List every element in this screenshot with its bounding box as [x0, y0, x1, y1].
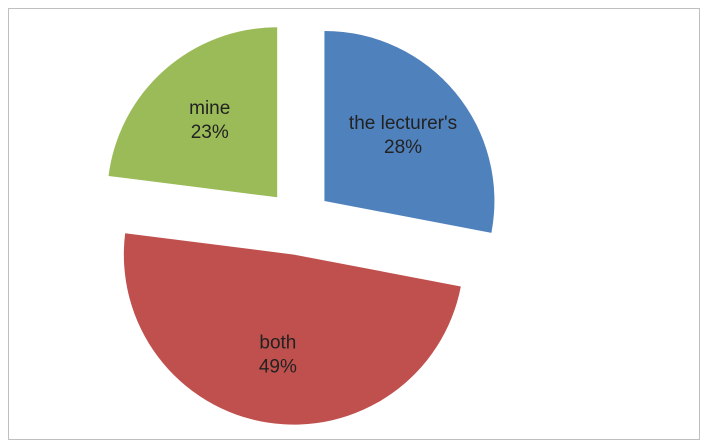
- slice-category: the lecturer's: [349, 113, 457, 134]
- slice-value-label: 28%: [384, 137, 422, 158]
- slice-value-label: 23%: [191, 122, 229, 143]
- pie-slice: [324, 30, 495, 233]
- slice-value-label: 49%: [259, 356, 297, 377]
- pie-slice: [123, 233, 461, 425]
- pie-slice: [108, 27, 278, 198]
- slice-category: mine: [189, 98, 230, 119]
- slice-category: both: [259, 332, 296, 353]
